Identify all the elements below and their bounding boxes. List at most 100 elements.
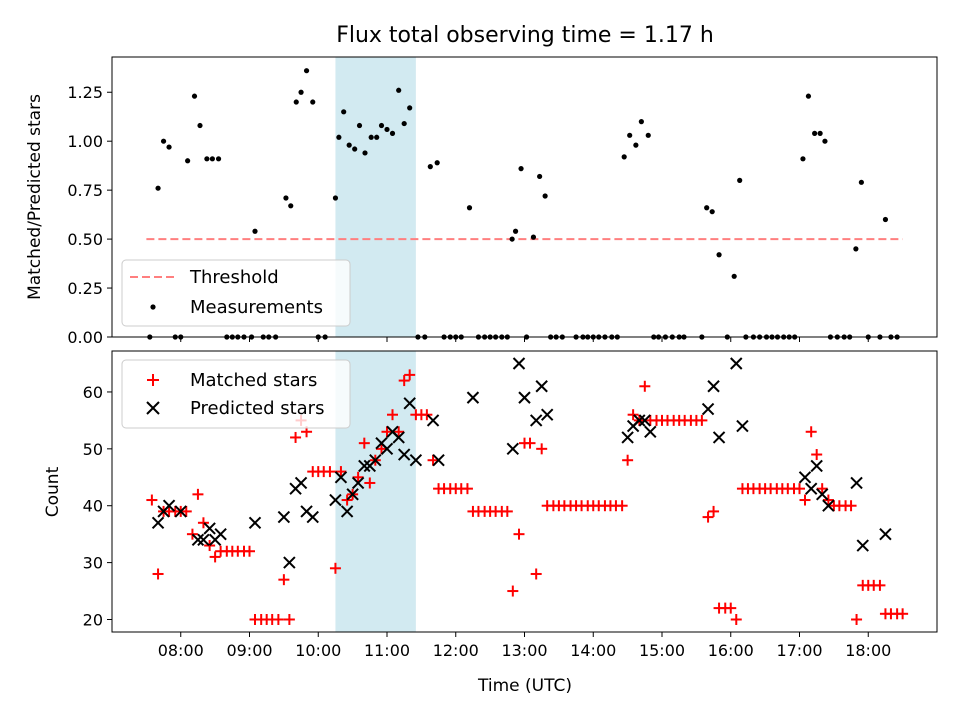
matched-star-point <box>244 545 255 557</box>
measurement-point <box>817 130 823 136</box>
top-y-tick-label: 0.75 <box>67 181 103 200</box>
measurement-point <box>530 234 537 240</box>
matched-star-point <box>622 454 634 466</box>
predicted-star-point <box>151 516 165 529</box>
measurement-point <box>537 173 543 180</box>
matched-star-point <box>152 568 164 580</box>
measurement-point <box>191 93 198 99</box>
matched-star-point <box>398 375 410 387</box>
matched-star-point <box>283 613 295 625</box>
measurement-point <box>378 122 385 129</box>
matched-star-point <box>811 449 823 461</box>
matched-star-point <box>897 608 909 620</box>
bottom-legend-box <box>121 359 351 429</box>
x-tick-label: 13:00 <box>501 641 547 660</box>
x-tick-label: 15:00 <box>639 641 685 660</box>
matched-star-point <box>290 431 302 443</box>
predicted-star-point <box>736 419 749 433</box>
matched-star-point <box>341 494 353 506</box>
legend-matched-swatch <box>147 374 159 386</box>
measurement-point <box>374 134 380 140</box>
matched-star-point <box>197 517 209 529</box>
bottom-y-axis-label: Count <box>43 466 63 517</box>
legend-predicted-swatch <box>146 401 160 415</box>
measurement-point <box>346 142 352 148</box>
measurement-point <box>805 93 812 99</box>
measurement-point <box>800 156 806 162</box>
bottom-y-tick-label: 40 <box>83 497 103 516</box>
x-tick-label: 16:00 <box>708 641 754 660</box>
matched-star-point <box>186 528 198 540</box>
top-legend: Threshold Measurements <box>121 259 351 327</box>
measurement-point <box>209 156 215 162</box>
legend-threshold-label: Threshold <box>189 267 279 288</box>
x-tick-label: 17:00 <box>776 641 822 660</box>
matched-star-point <box>513 528 525 540</box>
predicted-star-point <box>529 414 543 427</box>
matched-star-point <box>180 505 192 517</box>
matched-star-point <box>816 483 828 495</box>
predicted-star-point <box>506 442 520 456</box>
predicted-star-point <box>162 499 176 512</box>
matched-star-point <box>192 488 204 500</box>
matched-star-point <box>146 494 158 506</box>
measurement-point <box>204 156 210 162</box>
matched-star-point <box>627 409 639 421</box>
matched-star-point <box>272 613 284 625</box>
measurement-point <box>731 273 737 279</box>
measurement-point <box>466 205 473 211</box>
matched-star-point <box>461 483 473 495</box>
predicted-star-point <box>712 431 726 444</box>
x-tick-label: 11:00 <box>364 641 410 660</box>
measurement-point <box>627 132 633 138</box>
measurement-point <box>882 216 889 223</box>
predicted-star-point <box>879 527 892 541</box>
bottom-y-tick-label: 60 <box>83 383 103 402</box>
measurement-point <box>401 120 407 127</box>
predicted-star-point <box>822 499 835 512</box>
measurement-point <box>704 205 710 211</box>
predicted-star-point <box>466 391 480 404</box>
predicted-star-point <box>701 402 715 416</box>
top-y-tick-label: 1.25 <box>67 83 103 102</box>
measurement-point <box>288 203 294 209</box>
predicted-star-point <box>815 488 829 501</box>
predicted-star-point <box>277 510 291 524</box>
predicted-star-point <box>306 510 319 524</box>
matched-star-point <box>639 380 651 392</box>
measurement-point <box>396 87 402 93</box>
measurement-point <box>368 134 374 140</box>
legend-measurements-swatch <box>150 304 156 310</box>
measurement-point <box>160 138 167 144</box>
measurement-point <box>283 195 289 201</box>
measurement-point <box>197 122 203 129</box>
x-tick-label: 18:00 <box>845 641 891 660</box>
predicted-star-point <box>432 454 445 467</box>
bottom-y-tick-label: 30 <box>83 554 103 573</box>
predicted-star-point <box>248 516 262 529</box>
predicted-star-point <box>380 442 394 456</box>
top-y-tick-label: 0.25 <box>67 279 103 298</box>
matched-star-point <box>874 579 886 591</box>
matched-star-point <box>329 562 341 574</box>
measurement-point <box>434 160 440 166</box>
matched-star-point <box>324 466 336 478</box>
x-tick-label: 08:00 <box>158 641 204 660</box>
matched-star-point <box>845 500 857 512</box>
measurement-point <box>298 89 304 95</box>
predicted-star-point <box>707 380 720 393</box>
matched-star-point <box>616 500 628 512</box>
predicted-star-point <box>294 476 308 490</box>
measurement-point <box>384 126 390 133</box>
measurement-point <box>352 146 358 152</box>
measurement-point <box>633 142 639 148</box>
matched-star-point <box>805 426 817 438</box>
matched-star-point <box>524 437 536 449</box>
matched-star-point <box>393 426 405 438</box>
predicted-star-point <box>340 505 354 518</box>
predicted-star-point <box>351 476 365 490</box>
measurement-point <box>215 156 222 162</box>
predicted-star-point <box>621 431 634 444</box>
predicted-star-point <box>203 522 216 535</box>
